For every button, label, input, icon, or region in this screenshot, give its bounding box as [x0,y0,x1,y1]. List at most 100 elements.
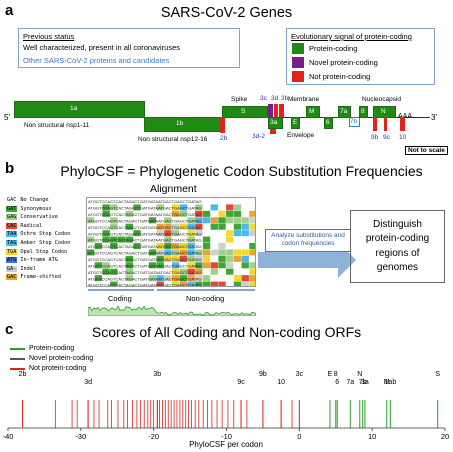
orf-label: 1ab [385,379,397,386]
alignment-cell [179,236,188,243]
gene-3d2-label: 3d-2 [252,133,266,140]
alignment-cell [148,204,157,211]
gene-7b-label: 7b [350,118,358,125]
alignment-cell [117,281,126,286]
alignment-cell [195,210,203,217]
alignment-cell [195,249,203,256]
alignment-cell [195,198,203,205]
alignment-cell [218,268,226,275]
alignment-cell [249,236,255,243]
alignment-cell [87,262,95,269]
alignment-cell [133,217,141,224]
alignment-cell [202,236,211,243]
alignment-cell [241,198,249,205]
alignment-cell [87,243,95,250]
evolutionary-legend-heading: Evolutionary signal of protein-coding [291,32,412,41]
alignment-cell [172,204,180,211]
orf-legend-not-label: Not protein-coding [29,365,87,372]
alignment-cell [179,243,188,250]
alignment-cell [117,243,126,250]
alignment-cell [249,198,255,205]
alignment-cell [125,281,133,286]
alignment-cell [218,255,226,262]
alignment-cell [156,198,164,205]
alignment-cell [141,262,149,269]
alignment-cell [148,243,157,250]
alignment-cell [102,217,110,224]
alignment-sequence: ATGGTCCAGTCACTAGACTGATGATAATGACTGAGCTGAT… [88,231,202,236]
alignment-cell [241,255,249,262]
alignment-cell [172,249,180,256]
alignment-cell [233,275,242,282]
alignment-cell [164,198,172,205]
alignment-cell [141,223,149,230]
alignment-cell [148,223,157,230]
nsp12-16-label: Non structural nsp12-16 [138,136,208,143]
alignment-cell [102,198,110,205]
x-tick-label: -10 [221,432,232,441]
codon-key-chip: TAA [6,231,18,238]
alignment-cell [141,243,149,250]
codon-key-chip: GAC [6,197,18,203]
alignment-cell [195,281,203,286]
orf-legend-novel-label: Novel protein-coding [29,355,94,362]
alignment-cell [202,249,211,256]
orf-label: 8 [334,371,338,378]
alignment-cell [233,210,242,217]
alignment-cell [187,210,195,217]
codon-key-chip: TGA [6,248,18,255]
alignment-cell [249,281,255,286]
alignment-cell [148,281,157,286]
x-tick-label: 0 [297,432,301,441]
alignment-cell [187,255,195,262]
alignment-cell [179,230,188,237]
alignment-sequence: ATGGTCCAGTCACTAGACTGATGATAATGACTGAGCTGAT… [88,212,202,217]
gene-m-label: M [309,108,315,115]
alignment-cell [125,223,133,230]
alignment-cell [110,230,118,237]
alignment-cell [202,255,211,262]
alignment-block: ATGGTCCAGTCACTAGACTGATGATAATGACTGAGCTGAT… [86,197,256,287]
alignment-cell [87,230,95,237]
alignment-cell [241,204,249,211]
alignment-cell [195,217,203,224]
alignment-cell [210,204,218,211]
alignment-cell [110,268,118,275]
alignment-cell [249,275,255,282]
alignment-cell [141,281,149,286]
alignment-cell [226,281,234,286]
alignment-cell [141,249,149,256]
alignment-cell [218,275,226,282]
three-prime-label: 3' [431,113,437,122]
alignment-cell [148,262,157,269]
alignment-cell [164,275,172,282]
alignment-cell [202,243,211,250]
alignment-cell [202,230,211,237]
gene-3b-block [279,104,284,117]
alignment-cell [87,210,95,217]
alignment-cell [141,268,149,275]
codon-key-label: Frame-shifted [20,274,61,281]
orf-legend-novel-swatch [10,358,25,360]
alignment-cell [117,217,126,224]
alignment-sequence: ATGGTCCAGTCACTAGACTGATGATAATGACTGAGCTGAT… [88,206,202,211]
alignment-cell [210,262,218,269]
alignment-cell [164,223,172,230]
alignment-sequence: ATGGTCCAGTCACTAGACTGATGATAATGACTGAGCTGAT… [88,251,202,256]
alignment-cell [110,243,118,250]
codon-key-row: TAA Ochre Stop Codon [6,231,70,238]
alignment-cell [141,198,149,205]
legend-swatch-protein-coding [292,43,304,54]
alignment-cell [156,223,164,230]
alignment-cell [241,249,249,256]
orf-legend-coding-label: Protein-coding [29,345,75,352]
alignment-cell [233,268,242,275]
five-prime-label: 5' [4,113,10,122]
orf-label: 3b [153,371,161,378]
alignment-cell [249,230,255,237]
alignment-cell [133,223,141,230]
alignment-cell [226,243,234,250]
alignment-cell [226,262,234,269]
alignment-cell [249,243,255,250]
alignment-cell [156,236,164,243]
